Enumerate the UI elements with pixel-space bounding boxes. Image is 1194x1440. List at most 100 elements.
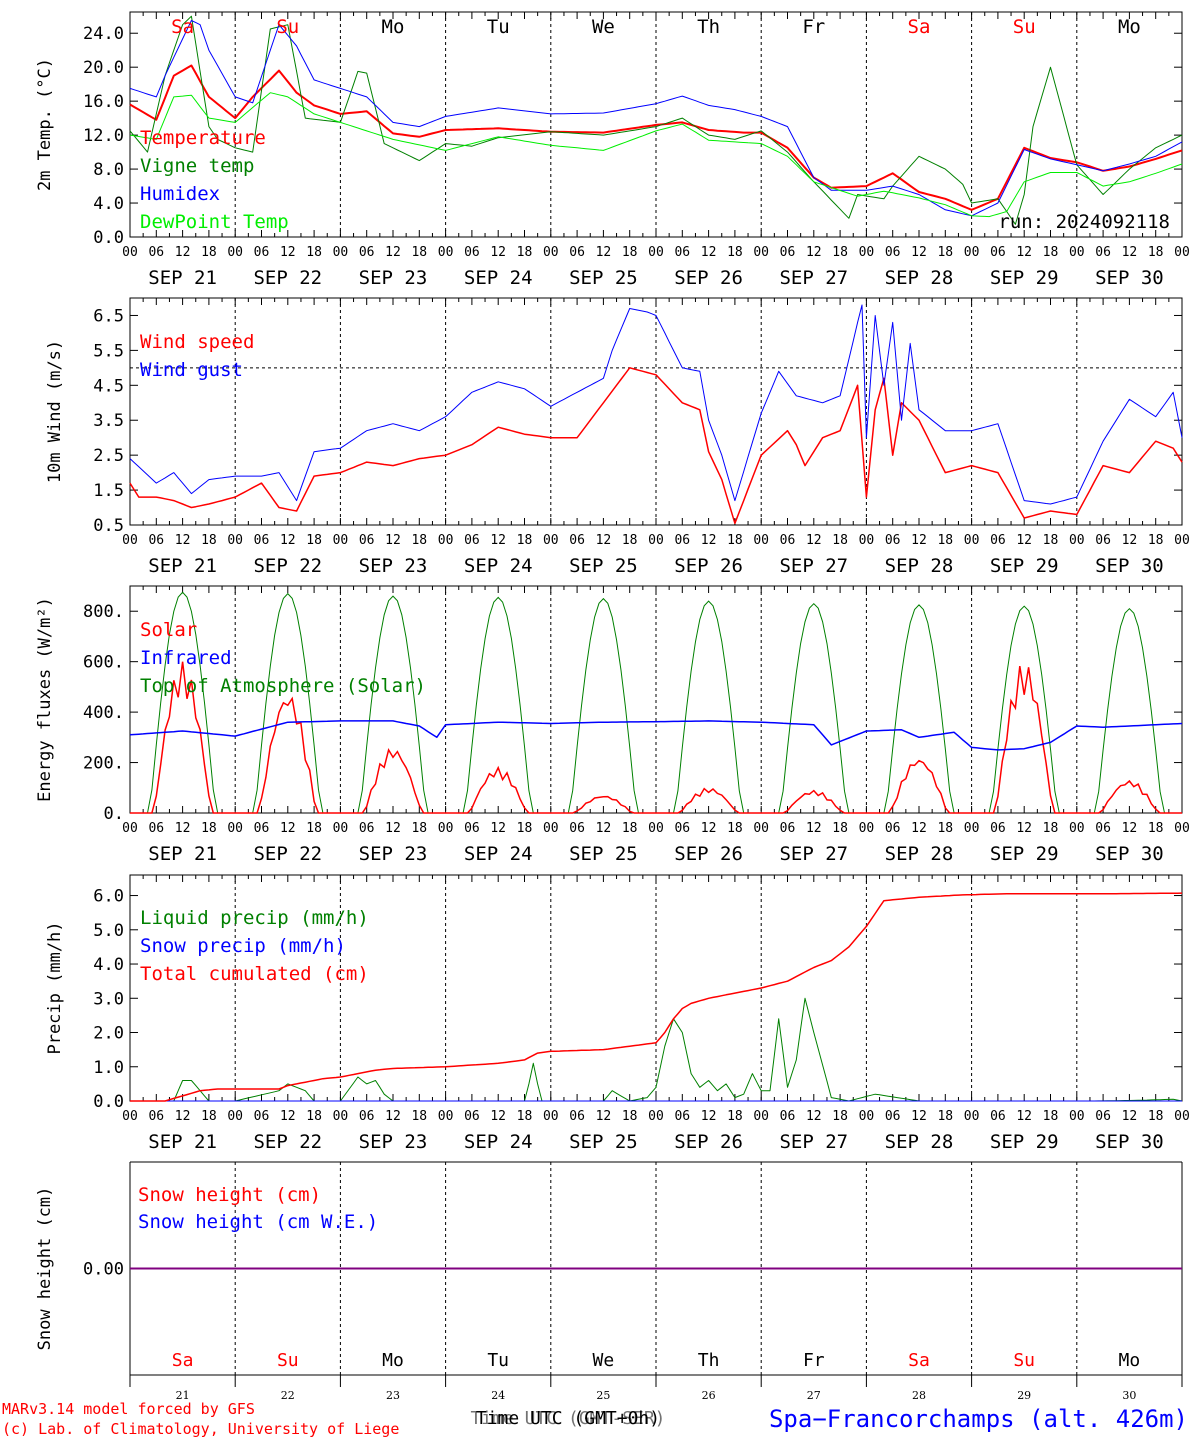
hour-tick-label: 12: [596, 1109, 612, 1124]
y-tick-label: 600.: [83, 653, 124, 673]
date-label: SEP 30: [1095, 267, 1164, 289]
series-line: [129, 720, 1183, 751]
day-label: Su: [277, 1350, 299, 1371]
y-tick-label: 200.: [83, 754, 124, 774]
legend-entry: Infrared: [140, 647, 232, 669]
hour-tick-label: 12: [911, 245, 927, 260]
y-tick-label: 4.0: [93, 194, 124, 214]
hour-tick-label: 00: [1069, 533, 1085, 548]
date-label: SEP 29: [990, 555, 1059, 577]
date-label: SEP 25: [569, 267, 638, 289]
hour-tick-label: 00: [859, 245, 875, 260]
hour-tick-label: 06: [990, 245, 1006, 260]
hour-tick-label: 00: [227, 245, 243, 260]
hour-tick-label: 12: [280, 1109, 296, 1124]
date-label: SEP 21: [148, 843, 217, 865]
date-label: SEP 28: [885, 843, 954, 865]
hour-tick-label: 06: [674, 533, 690, 548]
hour-tick-label: 00: [1174, 245, 1190, 260]
hour-tick-label: 00: [543, 533, 559, 548]
hour-tick-label: 18: [727, 1109, 743, 1124]
hour-tick-label: 00: [964, 245, 980, 260]
hour-tick-label: 00: [859, 821, 875, 836]
hour-tick-label: 12: [806, 245, 822, 260]
hour-tick-label: 00: [1069, 1109, 1085, 1124]
series-line: [129, 20, 1183, 217]
y-tick-label: 2.0: [93, 1024, 124, 1044]
day-label: Sa: [172, 1350, 194, 1371]
hour-tick-label: 18: [306, 821, 322, 836]
day-number-label: 24: [491, 1389, 505, 1402]
y-tick-label: 12.0: [83, 126, 124, 146]
y-tick-label: 6.5: [93, 306, 124, 326]
legend-entry: Snow precip (mm/h): [140, 935, 346, 957]
hour-tick-label: 00: [1069, 245, 1085, 260]
hour-tick-label: 12: [385, 533, 401, 548]
hour-tick-label: 18: [1043, 245, 1059, 260]
y-tick-label: 800.: [83, 602, 124, 622]
hour-tick-label: 12: [385, 1109, 401, 1124]
hour-tick-label: 12: [911, 821, 927, 836]
legend-entry: Humidex: [140, 183, 220, 205]
hour-tick-label: 18: [306, 1109, 322, 1124]
hour-tick-label: 12: [175, 821, 191, 836]
y-tick-label: 24.0: [83, 24, 124, 44]
hour-tick-label: 00: [122, 245, 138, 260]
hour-tick-label: 00: [333, 245, 349, 260]
model-credit: MARv3.14 model forced by GFS: [2, 1400, 255, 1418]
date-label: SEP 23: [359, 555, 428, 577]
hour-tick-label: 18: [622, 533, 638, 548]
hour-tick-label: 06: [990, 533, 1006, 548]
hour-tick-label: 00: [648, 533, 664, 548]
hour-tick-label: 12: [1016, 821, 1032, 836]
hour-tick-label: 12: [701, 533, 717, 548]
hour-tick-label: 00: [1174, 1109, 1190, 1124]
hour-tick-label: 06: [359, 533, 375, 548]
hour-tick-label: 06: [464, 821, 480, 836]
date-label: SEP 25: [569, 1131, 638, 1153]
hour-tick-label: 00: [333, 1109, 349, 1124]
hour-tick-label: 12: [911, 533, 927, 548]
date-label: SEP 23: [359, 267, 428, 289]
y-tick-label: 1.0: [93, 1058, 124, 1078]
y-tick-label: 3.5: [93, 411, 124, 431]
hour-tick-label: 06: [464, 245, 480, 260]
date-label: SEP 29: [990, 267, 1059, 289]
hour-tick-label: 00: [122, 1109, 138, 1124]
day-number-label: 21: [176, 1389, 190, 1402]
hour-tick-label: 00: [1174, 533, 1190, 548]
hour-tick-label: 06: [674, 245, 690, 260]
hour-tick-label: 18: [411, 245, 427, 260]
day-label: Th: [698, 1350, 720, 1371]
hour-tick-label: 06: [569, 1109, 585, 1124]
hour-tick-label: 00: [648, 1109, 664, 1124]
day-number-label: 26: [702, 1389, 716, 1402]
hour-tick-label: 18: [411, 533, 427, 548]
hour-tick-label: 00: [859, 533, 875, 548]
day-label: Mo: [382, 1350, 404, 1371]
hour-tick-label: 18: [727, 533, 743, 548]
y-axis-label: Energy fluxes (W/m²): [35, 597, 55, 802]
date-label: SEP 22: [253, 843, 322, 865]
date-label: SEP 27: [779, 267, 848, 289]
hour-tick-label: 00: [648, 245, 664, 260]
date-label: SEP 23: [359, 1131, 428, 1153]
hour-tick-label: 00: [333, 821, 349, 836]
hour-tick-label: 12: [490, 1109, 506, 1124]
station-title: Spa−Francorchamps (alt. 426m): [769, 1405, 1188, 1433]
hour-tick-label: 00: [1174, 821, 1190, 836]
time-axis-label: Time UTC (GMT+0h): [476, 1408, 660, 1429]
y-tick-label: 4.0: [93, 955, 124, 975]
y-tick-label: 16.0: [83, 92, 124, 112]
hour-tick-label: 00: [227, 1109, 243, 1124]
hour-tick-label: 06: [990, 1109, 1006, 1124]
hour-tick-label: 18: [1148, 1109, 1164, 1124]
hour-tick-label: 00: [964, 1109, 980, 1124]
hour-tick-label: 18: [517, 1109, 533, 1124]
date-label: SEP 21: [148, 555, 217, 577]
date-label: SEP 22: [253, 267, 322, 289]
day-number-label: 23: [386, 1389, 400, 1402]
hour-tick-label: 00: [543, 245, 559, 260]
day-number-label: 30: [1122, 1389, 1136, 1402]
y-tick-label: 1.5: [93, 481, 124, 501]
